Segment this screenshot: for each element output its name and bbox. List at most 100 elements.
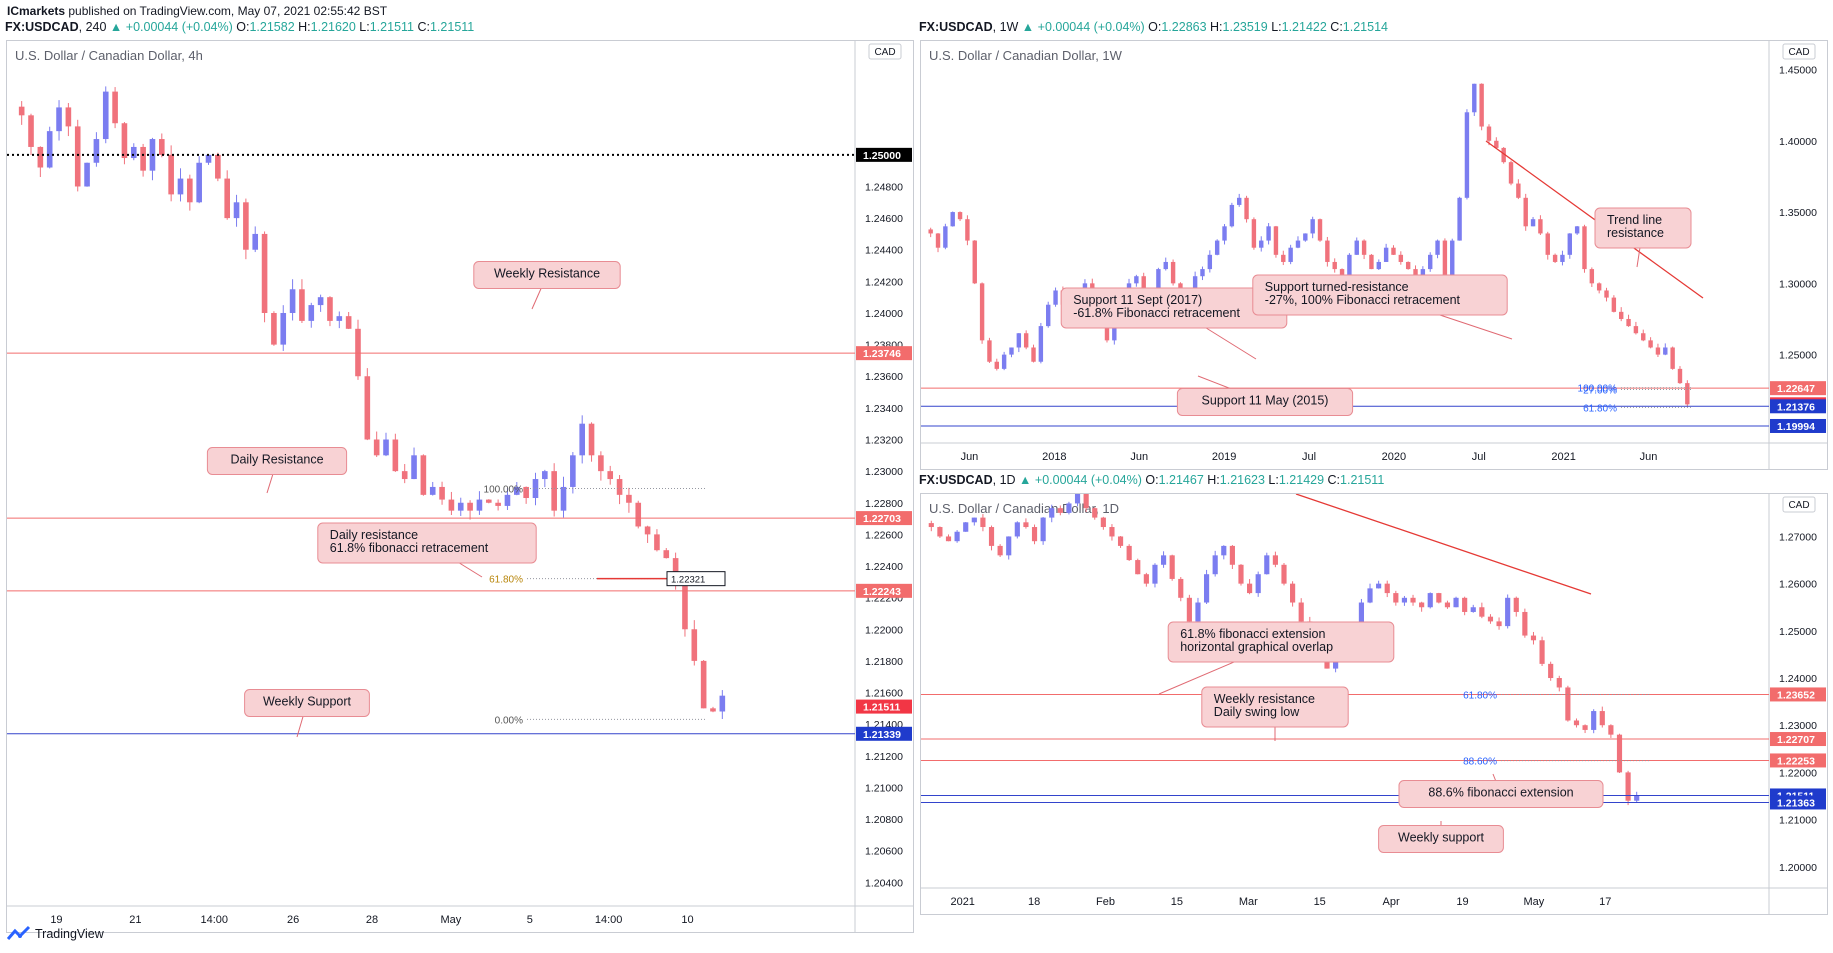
tradingview-footer[interactable]: TradingView [7, 925, 104, 943]
candle-body [56, 107, 62, 132]
publisher-name[interactable]: ICmarkets [7, 4, 66, 18]
candle-body [1040, 517, 1046, 542]
price-tick-label: 1.22400 [865, 561, 903, 573]
chart-area-1d[interactable]: CAD 1.27000 1.26000 1.25000 1.24000 1.23000 1.… [920, 493, 1828, 915]
candle-body [1112, 318, 1117, 341]
candle-body [1358, 602, 1365, 627]
candle-body [551, 471, 557, 511]
price-tick-label: 1.27000 [1779, 531, 1817, 543]
candle-body [1450, 240, 1455, 284]
candle-body [1604, 290, 1609, 298]
symbol-name[interactable]: FX:USDCAD [919, 20, 993, 34]
price-tick-label: 1.30000 [1779, 278, 1817, 290]
candle-body [420, 455, 427, 495]
chart-area-4h[interactable]: CAD 1.24800 1.24600 1.24400 1.24200 1.24000 1.… [6, 40, 914, 933]
candle-body [1538, 219, 1543, 234]
candle-body [1009, 347, 1014, 355]
candle-body [570, 455, 576, 487]
candle-body [495, 502, 501, 506]
candle-body [187, 178, 193, 203]
candle-body [1582, 226, 1587, 270]
price-tick-label: 1.24800 [865, 181, 903, 193]
candle-body [1298, 602, 1304, 622]
candle-body [1522, 611, 1528, 636]
candle-body [1354, 240, 1359, 255]
candle-body [1376, 583, 1382, 589]
candle-body [1444, 602, 1451, 608]
candle-body [588, 423, 595, 456]
candle-body [1266, 226, 1271, 241]
candle-body [1244, 197, 1249, 220]
price-tick-label: 1.20000 [1779, 862, 1817, 874]
candle-body [1339, 269, 1345, 277]
annotation-box [1594, 207, 1692, 249]
close-value: 1.21514 [1342, 20, 1388, 34]
level-price-label: 1.22647 [1777, 383, 1815, 395]
chart-title: U.S. Dollar / Canadian Dollar, 1W [929, 48, 1123, 63]
candle-body [196, 162, 202, 203]
candle-body [1195, 602, 1201, 622]
close-value: 1.21511 [429, 20, 475, 34]
candle-body [1486, 126, 1492, 141]
price-tick-label: 1.22600 [865, 529, 903, 541]
price-tick-label: 1.40000 [1779, 136, 1817, 148]
candle-body [1046, 304, 1051, 327]
level-price-label: 1.22703 [863, 513, 901, 525]
currency-label: CAD [874, 47, 895, 58]
annotation-text: Support 11 May (2015) [1202, 394, 1329, 408]
candle-body [710, 708, 716, 712]
candle-body [1626, 318, 1631, 327]
time-tick-label: 10 [681, 914, 693, 926]
published-text: published on TradingView.com, May 07, 20… [68, 4, 388, 18]
candle-body [1462, 597, 1468, 612]
candle-body [1582, 725, 1588, 730]
level-price-tag [1770, 753, 1826, 768]
chart-svg: CAD 1.24800 1.24600 1.24400 1.24200 1.24000 1.… [7, 41, 913, 932]
candle-body [1229, 204, 1235, 227]
candle-body [1117, 536, 1124, 546]
chart-area-1w[interactable]: CAD 1.45000 1.40000 1.35000 1.30000 1.25000 Ju… [920, 40, 1828, 470]
fib-marker-box [666, 571, 726, 587]
candle-body [159, 139, 165, 155]
annotation-text: 61.8% fibonacci extension [1180, 627, 1325, 641]
candle-body [654, 534, 660, 551]
candle-body [1608, 725, 1614, 735]
level-price-label: 1.21363 [1777, 797, 1815, 809]
candle-body [1565, 687, 1571, 721]
level-price-label: 1.23746 [863, 348, 901, 360]
time-tick-label: 18 [1028, 896, 1040, 908]
symbol-name[interactable]: FX:USDCAD [919, 473, 993, 487]
price-tick-label: 1.23200 [865, 435, 903, 447]
annotation-text: Daily resistance [330, 528, 418, 542]
candle-body [1053, 290, 1058, 305]
candle-body [1317, 219, 1323, 241]
tradingview-logo-icon [7, 925, 31, 940]
candle-body [1508, 162, 1514, 184]
level-price-tag [856, 511, 912, 526]
symbol-name[interactable]: FX:USDCAD [5, 20, 79, 34]
candle-body [1670, 347, 1675, 369]
fib-level-label: 61.80% [489, 575, 523, 586]
candle-body [1251, 219, 1257, 248]
candle-body [1259, 240, 1264, 248]
change-text: ▲ +0.00044 (+0.04%) [1019, 473, 1142, 487]
candle-body [1207, 254, 1213, 270]
chart-svg: CAD 1.45000 1.40000 1.35000 1.30000 1.25000 Ju… [921, 41, 1827, 469]
level-price-tag [1770, 381, 1826, 396]
time-tick-label: 19 [50, 914, 62, 926]
candle-body [1303, 233, 1308, 241]
fib-level-label: 0.00% [495, 715, 523, 726]
candle-body [1192, 276, 1198, 298]
candle-body [429, 486, 436, 495]
candle-body [682, 581, 688, 630]
candle-body [1487, 616, 1494, 622]
annotation-box [1252, 274, 1508, 316]
candle-body [1014, 522, 1020, 537]
annotation-text: -61.8% Fibonacci retracement [1073, 306, 1240, 320]
candle-body [1436, 593, 1442, 603]
candle-body [719, 695, 726, 712]
annotation-text: Daily swing low [1214, 705, 1300, 719]
candle-body [1574, 226, 1580, 234]
candle-body [1634, 795, 1640, 801]
time-tick-label: 14:00 [595, 914, 623, 926]
